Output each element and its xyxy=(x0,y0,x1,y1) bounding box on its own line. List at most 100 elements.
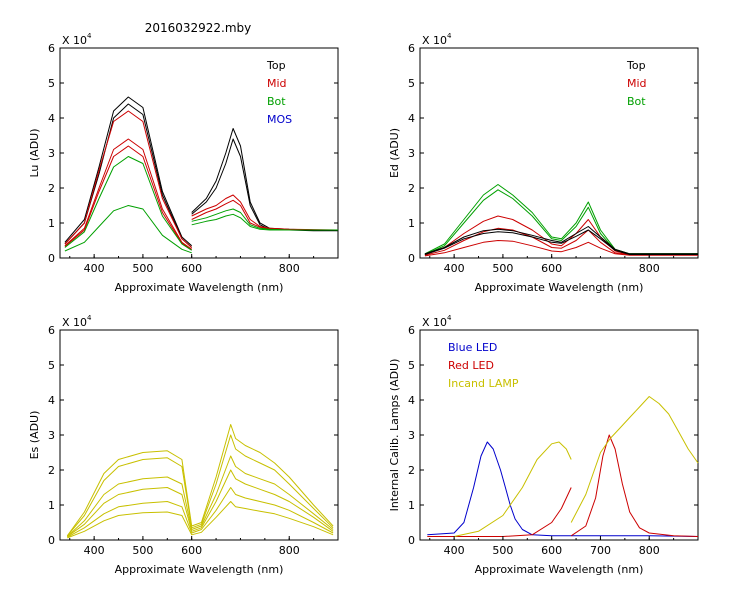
x-axis-label: Approximate Wavelength (nm) xyxy=(475,563,644,576)
y-tick-label: 2 xyxy=(48,464,55,477)
x-axis-label: Approximate Wavelength (nm) xyxy=(115,281,284,294)
series-line-mid-3 xyxy=(424,240,698,257)
legend-item-mid: Mid xyxy=(627,77,647,90)
series-line-es-2 xyxy=(66,434,334,537)
panel-es: 0 1 2 3 4 5 6 400 500 600 800 Approximate Wavelengt… xyxy=(28,314,339,576)
y-tick-label: 1 xyxy=(408,499,415,512)
legend-item-bot: Bot xyxy=(627,95,646,108)
axis-exponent: X 10 xyxy=(422,316,447,329)
y-tick-label: 0 xyxy=(408,252,415,265)
y-tick-label: 2 xyxy=(408,464,415,477)
x-tick-label: 500 xyxy=(492,544,513,557)
x-tick-label: 400 xyxy=(444,262,465,275)
legend-item-mid: Mid xyxy=(267,77,287,90)
y-tick-label: 1 xyxy=(48,217,55,230)
y-tick-label: 4 xyxy=(48,394,55,407)
y-tick-label: 2 xyxy=(48,182,55,195)
y-tick-label: 0 xyxy=(48,534,55,547)
series-line-bot-1 xyxy=(64,156,192,251)
y-tick-label: 1 xyxy=(408,217,415,230)
x-axis-label: Approximate Wavelength (nm) xyxy=(475,281,644,294)
legend-item-top: Top xyxy=(626,59,646,72)
series-line-es-6 xyxy=(67,501,334,539)
series-line-bot-1 xyxy=(424,184,698,255)
axis-exponent: X 10 xyxy=(62,34,87,47)
series-line-mid-2 xyxy=(64,138,192,250)
y-axis-label: Es (ADU) xyxy=(28,411,41,460)
x-tick-label: 500 xyxy=(492,262,513,275)
series-line-red-led xyxy=(427,487,572,537)
series-line-blue-led xyxy=(427,441,699,537)
x-tick-label: 600 xyxy=(181,262,202,275)
legend-item-incand-lamp: Incand LAMP xyxy=(448,377,519,390)
axis-exponent: X 10 xyxy=(422,34,447,47)
y-tick-label: 5 xyxy=(408,359,415,372)
y-tick-label: 6 xyxy=(48,324,55,337)
series-line-bot-nir-2 xyxy=(191,213,338,231)
legend-item-bot: Bot xyxy=(267,95,286,108)
y-tick-label: 4 xyxy=(48,112,55,125)
series-line-red-led-2 xyxy=(570,434,699,537)
x-tick-label: 400 xyxy=(444,544,465,557)
series-line-mid-nir xyxy=(191,194,339,231)
axis-exponent-power: 4 xyxy=(447,314,452,322)
series-line-incand-lamp-2 xyxy=(570,396,699,523)
legend-item-mos: MOS xyxy=(267,113,292,126)
y-tick-label: 5 xyxy=(408,77,415,90)
x-tick-label: 800 xyxy=(639,544,660,557)
series-line-bot-2 xyxy=(64,205,192,254)
y-tick-label: 3 xyxy=(48,429,55,442)
y-tick-label: 3 xyxy=(48,147,55,160)
series-line-mid-1 xyxy=(64,110,193,248)
x-axis-label: Approximate Wavelength (nm) xyxy=(115,563,284,576)
x-tick-label: 500 xyxy=(132,544,153,557)
x-tick-label: 700 xyxy=(590,544,611,557)
series-line-mid-2 xyxy=(424,227,698,256)
legend-item-red-led: Red LED xyxy=(448,359,494,372)
series-line-es-5 xyxy=(67,487,334,538)
x-tick-label: 800 xyxy=(279,262,300,275)
x-tick-label: 500 xyxy=(132,262,153,275)
legend-item-blue-led: Blue LED xyxy=(448,341,497,354)
axis-exponent-power: 4 xyxy=(87,314,92,322)
x-tick-label: 400 xyxy=(84,544,105,557)
y-tick-label: 6 xyxy=(48,42,55,55)
y-tick-label: 1 xyxy=(48,499,55,512)
y-tick-label: 5 xyxy=(48,359,55,372)
series-line-top-1 xyxy=(424,226,698,255)
series-line-top-2 xyxy=(424,229,698,255)
axis-exponent-power: 4 xyxy=(447,32,452,40)
x-tick-label: 800 xyxy=(639,262,660,275)
panel-cal: 0 1 2 3 4 5 6 400 500 600 700 800 Approximate Wavele… xyxy=(388,314,699,576)
panel-lu: 0 1 2 3 4 5 6 400 500 600 800 Approximate Wavelengt… xyxy=(28,32,339,294)
x-tick-label: 600 xyxy=(541,262,562,275)
x-tick-label: 800 xyxy=(279,544,300,557)
panel-ed: 0 1 2 3 4 5 6 400 500 600 800 Approximate Wavelengt… xyxy=(388,32,699,294)
y-tick-label: 2 xyxy=(408,182,415,195)
axis-exponent-power: 4 xyxy=(87,32,92,40)
y-tick-label: 5 xyxy=(48,77,55,90)
y-tick-label: 4 xyxy=(408,112,415,125)
x-tick-label: 600 xyxy=(541,544,562,557)
series-line-es-1 xyxy=(66,424,334,537)
y-axis-label: Lu (ADU) xyxy=(28,128,41,177)
y-tick-label: 0 xyxy=(48,252,55,265)
y-tick-label: 4 xyxy=(408,394,415,407)
y-tick-label: 0 xyxy=(408,534,415,547)
series-line-top-1 xyxy=(64,96,193,247)
series-line-mid-3 xyxy=(64,145,192,251)
y-axis-label: Internal Calib. Lamps (ADU) xyxy=(388,359,401,512)
series-line-es-3 xyxy=(66,455,334,537)
x-tick-label: 600 xyxy=(181,544,202,557)
series-line-incand-lamp xyxy=(453,441,572,537)
y-tick-label: 6 xyxy=(408,324,415,337)
x-tick-label: 400 xyxy=(84,262,105,275)
axis-exponent: X 10 xyxy=(62,316,87,329)
figure-title: 2016032922.mby xyxy=(145,21,252,35)
series-line-es-4 xyxy=(67,469,334,537)
y-tick-label: 3 xyxy=(408,147,415,160)
y-axis-label: Ed (ADU) xyxy=(388,128,401,178)
y-tick-label: 3 xyxy=(408,429,415,442)
